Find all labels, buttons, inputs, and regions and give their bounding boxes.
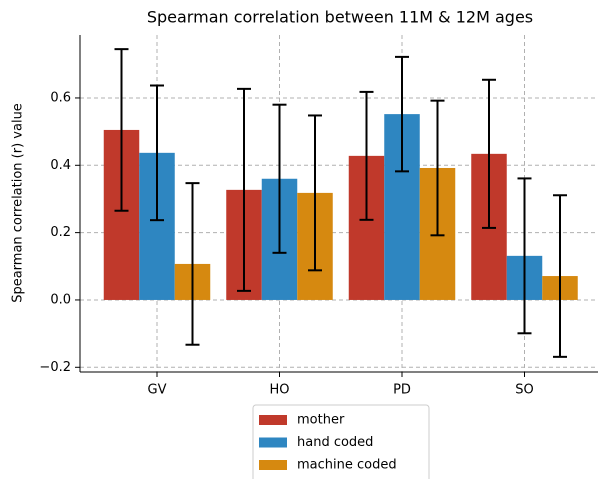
y-tick-label: 0.0 bbox=[50, 292, 71, 307]
chart-title: Spearman correlation between 11M & 12M a… bbox=[147, 8, 533, 27]
y-tick-label: 0.2 bbox=[50, 225, 71, 240]
x-tick-label: HO bbox=[269, 383, 289, 398]
legend-swatch bbox=[259, 460, 287, 470]
error-bar bbox=[359, 90, 374, 221]
x-tick-label: PD bbox=[393, 383, 411, 398]
legend-label: hand coded bbox=[297, 435, 373, 450]
legend-label: mother bbox=[297, 413, 345, 428]
y-tick-label: 0.4 bbox=[50, 158, 71, 173]
y-tick-label: −0.2 bbox=[39, 360, 71, 375]
error-bar bbox=[395, 55, 409, 173]
y-tick-label: 0.6 bbox=[50, 90, 71, 105]
legend-swatch bbox=[259, 437, 287, 448]
y-axis-label: Spearman correlation (r) value bbox=[11, 103, 26, 303]
error-bar bbox=[237, 87, 251, 292]
x-tick-label: GV bbox=[148, 383, 167, 398]
error-bar bbox=[185, 182, 200, 346]
legend-swatch bbox=[259, 415, 287, 425]
legend-label: machine coded bbox=[297, 458, 397, 473]
error-bar bbox=[150, 84, 164, 222]
error-bar bbox=[482, 78, 496, 229]
error-bar bbox=[553, 194, 567, 358]
error-bar bbox=[114, 48, 129, 212]
error-bar bbox=[430, 99, 445, 237]
error-bar bbox=[517, 177, 532, 335]
legend-box bbox=[252, 404, 430, 479]
error-bar bbox=[308, 114, 322, 272]
x-tick-label: SO bbox=[515, 383, 533, 398]
error-bar bbox=[272, 103, 287, 254]
